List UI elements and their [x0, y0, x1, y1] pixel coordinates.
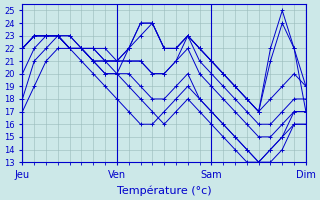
X-axis label: Température (°c): Température (°c)	[117, 185, 212, 196]
